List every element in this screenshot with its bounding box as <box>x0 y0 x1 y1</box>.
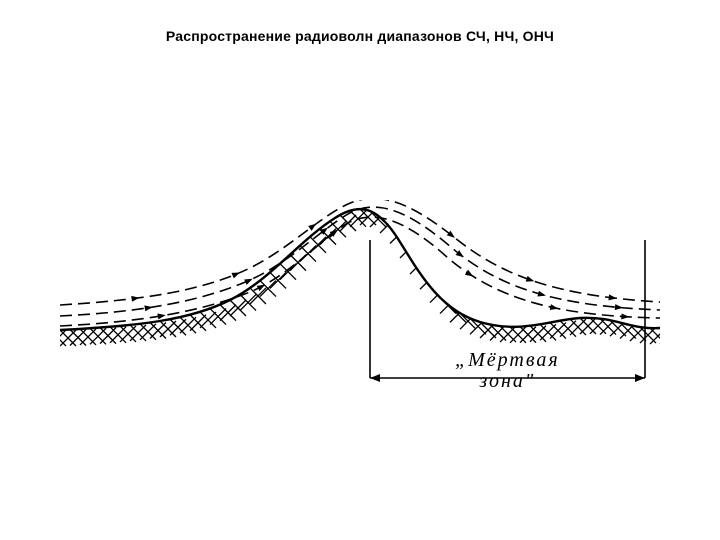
wave-line <box>60 217 660 326</box>
wave-arrow-icon <box>537 291 546 299</box>
wave-arrow-icon <box>231 270 241 279</box>
wave-arrows <box>131 221 629 320</box>
wave-line <box>60 207 660 316</box>
terrain-line <box>60 209 660 330</box>
wave-arrow-icon <box>615 304 623 311</box>
ground-hatch <box>60 209 660 346</box>
wave-arrow-icon <box>244 276 254 285</box>
diagram-svg <box>60 200 660 460</box>
wave-arrow-icon <box>157 312 166 319</box>
dead-zone-label-line1: „Мёртвая <box>455 349 560 371</box>
wave-arrow-icon <box>608 294 617 301</box>
wave-arrow-icon <box>465 270 475 279</box>
page: Распространение радиоволн диапазонов СЧ,… <box>0 0 720 540</box>
dead-zone-label-line2: зона" <box>479 370 535 392</box>
wave-arrow-icon <box>621 313 629 319</box>
wave-arrow-icon <box>526 276 535 284</box>
page-title: Распространение радиоволн диапазонов СЧ,… <box>0 28 720 44</box>
propagation-diagram: „Мёртвая зона" <box>60 200 660 460</box>
dead-zone-label: „Мёртвая зона" <box>455 350 560 392</box>
